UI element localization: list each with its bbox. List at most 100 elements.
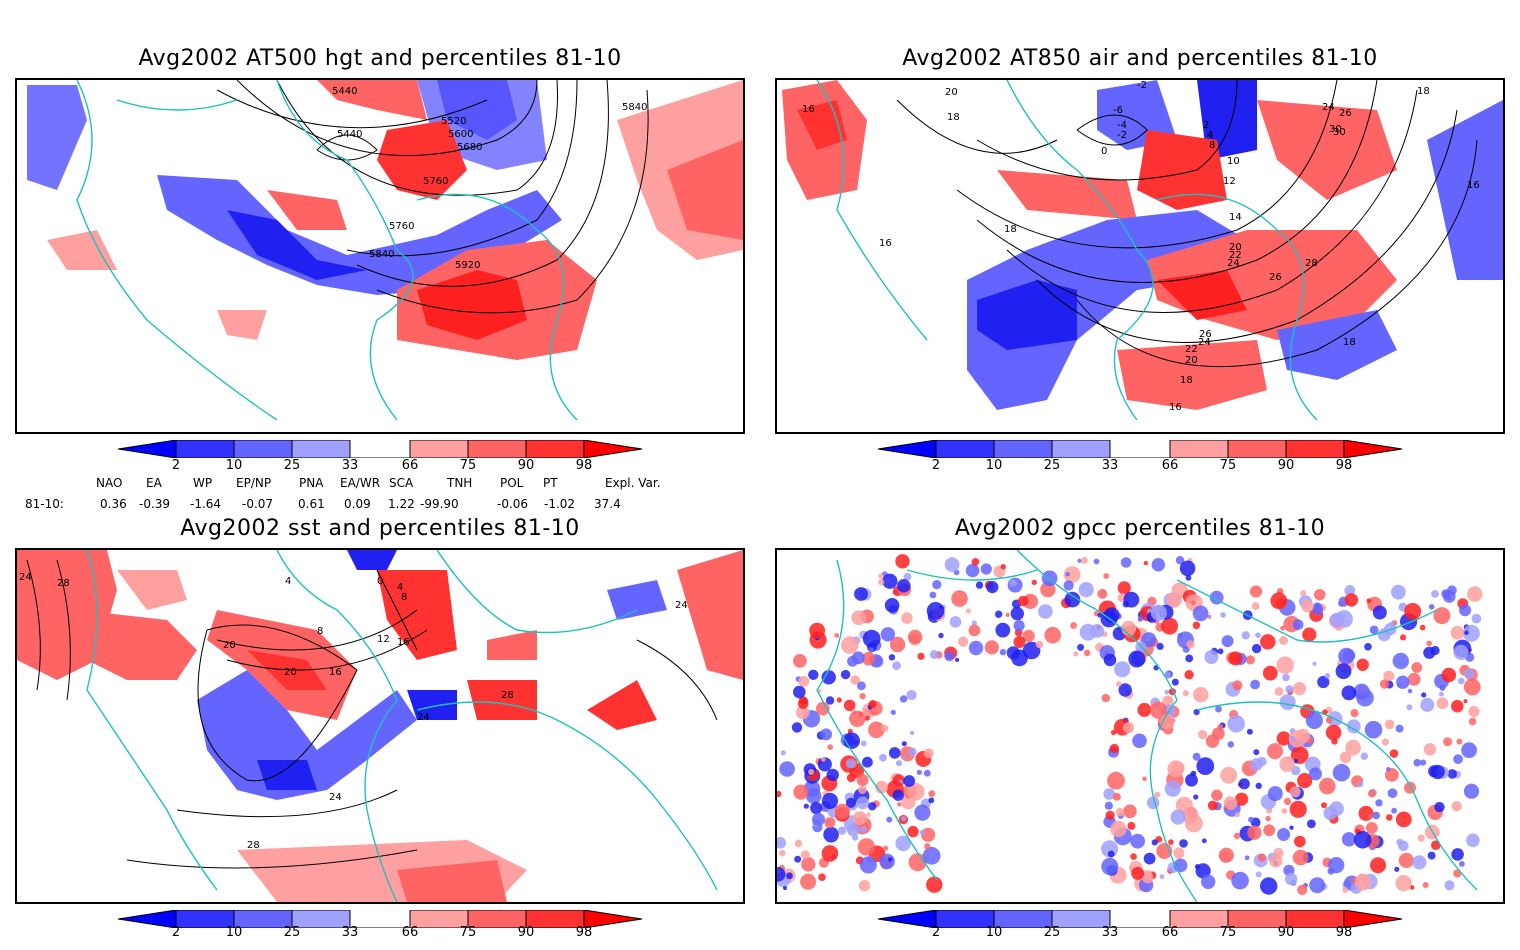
svg-text:5680: 5680	[457, 142, 482, 153]
svg-text:5840: 5840	[622, 102, 647, 113]
precip-anomaly-cell	[793, 685, 806, 699]
precip-anomaly-cell	[875, 780, 889, 794]
precip-anomaly-cell	[928, 797, 935, 804]
precip-anomaly-cell	[917, 652, 925, 660]
precip-anomaly-cell	[1168, 839, 1174, 845]
precip-anomaly-cell	[812, 812, 825, 826]
precip-anomaly-cell	[1227, 741, 1235, 748]
precip-anomaly-cell	[897, 802, 902, 807]
precip-anomaly-cell	[777, 837, 787, 849]
precip-anomaly-cell	[1171, 761, 1185, 775]
precip-anomaly-cell	[1294, 835, 1306, 848]
precip-anomaly-cell	[1413, 758, 1421, 767]
precip-anomaly-cell	[821, 845, 839, 862]
anomaly-blue	[1277, 310, 1397, 380]
precip-anomaly-cell	[1156, 642, 1164, 650]
precip-anomaly-cell	[1335, 663, 1352, 680]
precip-anomaly-cell	[1423, 646, 1436, 659]
precip-anomaly-cell	[901, 612, 913, 624]
map-panel-air850: 16 20 18 -2 -6 -4 -2 0 2 4 8 10 12 14 20…	[775, 78, 1505, 434]
precip-anomaly-cell	[1193, 709, 1200, 716]
precip-anomaly-cell	[1246, 728, 1253, 735]
precip-anomaly-cell	[1292, 849, 1309, 866]
precip-anomaly-cell	[907, 629, 923, 645]
anomaly-red	[377, 120, 467, 200]
precip-anomaly-cell	[1104, 607, 1120, 623]
precip-anomaly-cell	[821, 757, 826, 762]
precip-anomaly-cell	[1235, 812, 1240, 818]
precip-anomaly-cell	[958, 636, 969, 647]
precip-anomaly-cell	[1307, 819, 1316, 829]
precip-anomaly-cell	[1265, 815, 1271, 822]
precip-anomaly-cell	[821, 670, 836, 685]
precip-anomaly-cell	[1431, 590, 1439, 598]
precip-anomaly-cell	[1328, 857, 1345, 874]
precip-anomaly-cell	[1005, 612, 1010, 617]
precip-anomaly-cell	[1389, 621, 1395, 627]
precip-anomaly-cell	[1344, 593, 1359, 607]
precip-anomaly-cell	[899, 695, 908, 703]
precip-anomaly-cell	[1386, 767, 1391, 772]
precip-anomaly-cell	[843, 699, 856, 712]
precip-anomaly-cell	[1164, 780, 1181, 797]
precip-anomaly-cell	[1251, 602, 1260, 610]
precip-anomaly-cell	[1267, 786, 1283, 802]
svg-text:5760: 5760	[423, 176, 448, 187]
precip-anomaly-cell	[1450, 625, 1465, 640]
precip-anomaly-cell	[1332, 763, 1351, 782]
precip-anomaly-cell	[895, 760, 903, 767]
precip-anomaly-cell	[1130, 833, 1145, 849]
precip-anomaly-cell	[862, 629, 881, 648]
precip-anomaly-cell	[1339, 751, 1352, 764]
precip-anomaly-cell	[1391, 584, 1406, 600]
anomaly-red	[487, 630, 537, 660]
precip-anomaly-cell	[902, 754, 907, 760]
precip-anomaly-cell	[1297, 884, 1308, 895]
precip-anomaly-cell	[1101, 857, 1119, 876]
contour-labels: 24 28 0 4 8 12 16 20 4 8 16 20 24 28 24 …	[19, 572, 688, 851]
precip-anomaly-cell	[1073, 651, 1079, 657]
precip-anomaly-cell	[1353, 831, 1372, 849]
anomaly-blue	[407, 690, 457, 720]
precip-anomaly-cell	[1164, 690, 1170, 695]
precip-anomaly-cell	[1077, 643, 1085, 651]
precip-anomaly-cell	[892, 789, 904, 801]
precip-anomaly-cell	[1263, 824, 1276, 837]
precip-anomaly-cell	[857, 838, 876, 856]
precip-anomaly-cell	[1017, 595, 1029, 607]
precip-anomaly-cell	[1116, 681, 1122, 687]
precip-anomaly-cell	[1064, 591, 1081, 608]
precip-anomaly-cell	[878, 573, 884, 579]
precip-anomaly-cell	[926, 602, 945, 620]
precip-anomaly-cell	[1127, 821, 1136, 830]
colorbar-air850: 2 10 25 33 66 75 90 98	[877, 439, 1408, 480]
precip-anomaly-cell	[906, 689, 917, 701]
precip-anomaly-cell	[919, 829, 925, 836]
svg-text:24: 24	[675, 600, 688, 611]
precip-anomaly-cell	[1441, 667, 1457, 683]
colorbar-hgt500: 2 10 25 33 66 75 90 98	[117, 439, 648, 480]
precip-anomaly-cell	[879, 753, 887, 762]
precip-anomaly-cell	[886, 816, 893, 823]
map-panel-hgt500: 5440 5440 5520 5600 5680 5760 5760 5840 …	[15, 78, 745, 434]
precip-anomaly-cell	[1309, 877, 1326, 894]
precip-anomaly-cell	[1233, 832, 1241, 840]
precip-anomaly-cell	[1467, 586, 1483, 602]
precip-anomaly-cell	[1103, 653, 1117, 667]
anomaly-red	[677, 550, 743, 680]
precip-anomaly-cell	[1392, 652, 1409, 670]
precip-anomaly-cell	[923, 769, 931, 777]
precip-anomaly-cell	[1395, 811, 1412, 828]
precip-anomaly-cell	[1228, 651, 1243, 666]
precip-anomaly-cell	[793, 654, 807, 668]
svg-text:18: 18	[1417, 86, 1430, 97]
precip-anomaly-cell	[1223, 796, 1238, 810]
precip-anomaly-cell	[1430, 764, 1445, 780]
precip-anomaly-cell	[1149, 701, 1168, 719]
anomaly-red	[117, 570, 187, 610]
map-sst: 24 28 0 4 8 12 16 20 4 8 16 20 24 28 24 …	[17, 550, 743, 902]
precip-anomaly-cell	[897, 579, 911, 593]
precip-anomaly-cell	[1463, 678, 1481, 696]
precip-anomaly-cell	[1109, 743, 1120, 754]
svg-text:4: 4	[1207, 130, 1213, 141]
